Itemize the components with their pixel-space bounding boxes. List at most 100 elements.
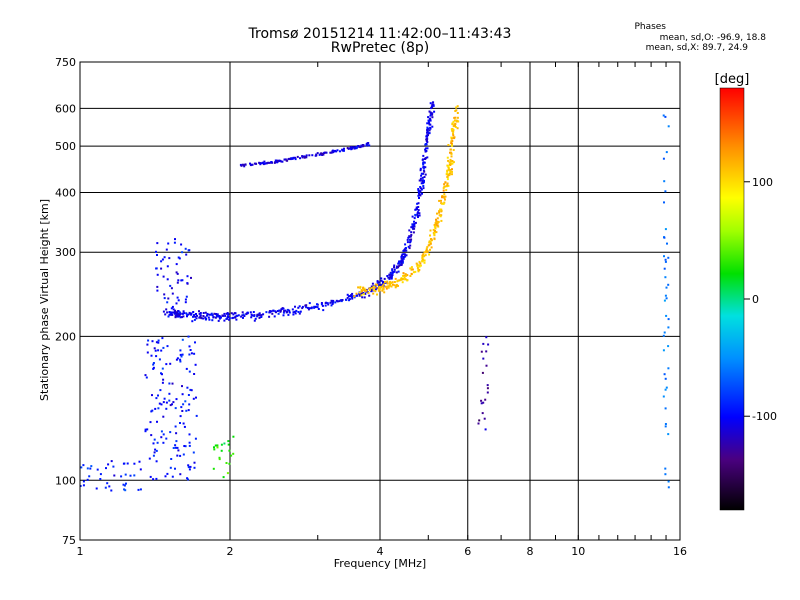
scatter-point bbox=[395, 285, 398, 288]
scatter-point bbox=[174, 312, 177, 315]
scatter-point bbox=[447, 184, 450, 187]
scatter-point bbox=[274, 310, 277, 313]
scatter-point bbox=[408, 247, 411, 250]
scatter-point bbox=[171, 475, 174, 478]
scatter-point bbox=[182, 315, 185, 318]
scatter-point bbox=[426, 129, 429, 131]
y-tick-label: 750 bbox=[55, 56, 76, 69]
scatter-point bbox=[456, 116, 459, 119]
scatter-point bbox=[331, 151, 334, 154]
scatter-point bbox=[343, 147, 345, 150]
scatter-point bbox=[421, 192, 423, 195]
scatter-point bbox=[164, 313, 167, 316]
scatter-point bbox=[287, 313, 290, 316]
scatter-point bbox=[419, 167, 422, 170]
scatter-point bbox=[218, 315, 221, 318]
scatter-point bbox=[176, 296, 179, 299]
scatter-point bbox=[187, 466, 190, 469]
scatter-point bbox=[256, 313, 259, 316]
scatter-point bbox=[404, 273, 407, 276]
scatter-point bbox=[271, 312, 274, 315]
scatter-point bbox=[288, 309, 291, 312]
scatter-point bbox=[332, 150, 335, 153]
scatter-point bbox=[423, 254, 426, 257]
scatter-point bbox=[188, 444, 191, 447]
scatter-point bbox=[330, 304, 333, 307]
scatter-point bbox=[451, 162, 454, 165]
scatter-point bbox=[410, 272, 413, 275]
scatter-point bbox=[262, 313, 265, 316]
scatter-point bbox=[356, 294, 358, 297]
scatter-point bbox=[159, 389, 162, 392]
scatter-point bbox=[193, 352, 196, 355]
scatter-point bbox=[198, 310, 200, 313]
colorbar-label: [deg] bbox=[715, 72, 750, 87]
scatter-point bbox=[335, 299, 338, 302]
scatter-point bbox=[358, 294, 361, 297]
scatter-point bbox=[429, 229, 432, 232]
scatter-point bbox=[432, 104, 435, 107]
scatter-point bbox=[413, 220, 415, 223]
scatter-point bbox=[222, 476, 225, 479]
scatter-point bbox=[162, 401, 165, 404]
scatter-point bbox=[155, 460, 158, 463]
scatter-point bbox=[349, 295, 352, 298]
scatter-point bbox=[255, 162, 258, 165]
scatter-point bbox=[370, 289, 373, 292]
scatter-point bbox=[398, 262, 401, 265]
scatter-point bbox=[162, 310, 165, 313]
scatter-point bbox=[450, 136, 453, 139]
scatter-point bbox=[667, 283, 670, 286]
scatter-point bbox=[150, 410, 153, 413]
scatter-point bbox=[182, 310, 185, 313]
scatter-point bbox=[329, 301, 332, 304]
scatter-point bbox=[331, 150, 334, 153]
scatter-point bbox=[335, 150, 338, 153]
scatter-point bbox=[169, 466, 172, 469]
scatter-point bbox=[440, 214, 443, 217]
scatter-point bbox=[308, 154, 311, 157]
scatter-point bbox=[171, 403, 173, 406]
scatter-point bbox=[190, 389, 193, 392]
scatter-point bbox=[154, 349, 157, 352]
scatter-point bbox=[390, 273, 393, 276]
scatter-point bbox=[228, 462, 231, 465]
scatter-point bbox=[376, 293, 378, 296]
scatter-point bbox=[662, 349, 665, 352]
scatter-point bbox=[155, 341, 158, 344]
scatter-point bbox=[441, 202, 443, 205]
phase-stats-heading: Phases bbox=[634, 22, 666, 32]
scatter-point bbox=[154, 448, 157, 451]
scatter-point bbox=[157, 341, 160, 344]
scatter-point bbox=[362, 287, 365, 290]
scatter-point bbox=[256, 315, 259, 318]
scatter-point bbox=[390, 272, 393, 275]
y-tick-label: 75 bbox=[62, 534, 76, 547]
scatter-point bbox=[426, 141, 429, 143]
scatter-point bbox=[665, 297, 668, 300]
scatter-point bbox=[149, 475, 152, 478]
scatter-point bbox=[374, 290, 377, 293]
scatter-point bbox=[284, 158, 287, 161]
scatter-point bbox=[427, 120, 430, 123]
scatter-point bbox=[403, 276, 406, 279]
scatter-point bbox=[367, 291, 370, 294]
scatter-point bbox=[188, 345, 191, 348]
scatter-point bbox=[156, 273, 159, 276]
scatter-point bbox=[422, 169, 425, 172]
scatter-point bbox=[244, 163, 247, 166]
scatter-point bbox=[195, 313, 197, 315]
scatter-point bbox=[426, 246, 429, 249]
scatter-point bbox=[382, 286, 385, 289]
scatter-point bbox=[178, 315, 181, 318]
scatter-point bbox=[162, 378, 165, 381]
scatter-point bbox=[404, 274, 407, 277]
scatter-point bbox=[480, 350, 483, 353]
scatter-point bbox=[450, 137, 453, 140]
scatter-point bbox=[286, 308, 289, 311]
scatter-point bbox=[105, 467, 107, 470]
scatter-point bbox=[443, 193, 446, 196]
scatter-point bbox=[372, 292, 375, 295]
scatter-point bbox=[265, 162, 268, 165]
scatter-point bbox=[167, 315, 170, 318]
